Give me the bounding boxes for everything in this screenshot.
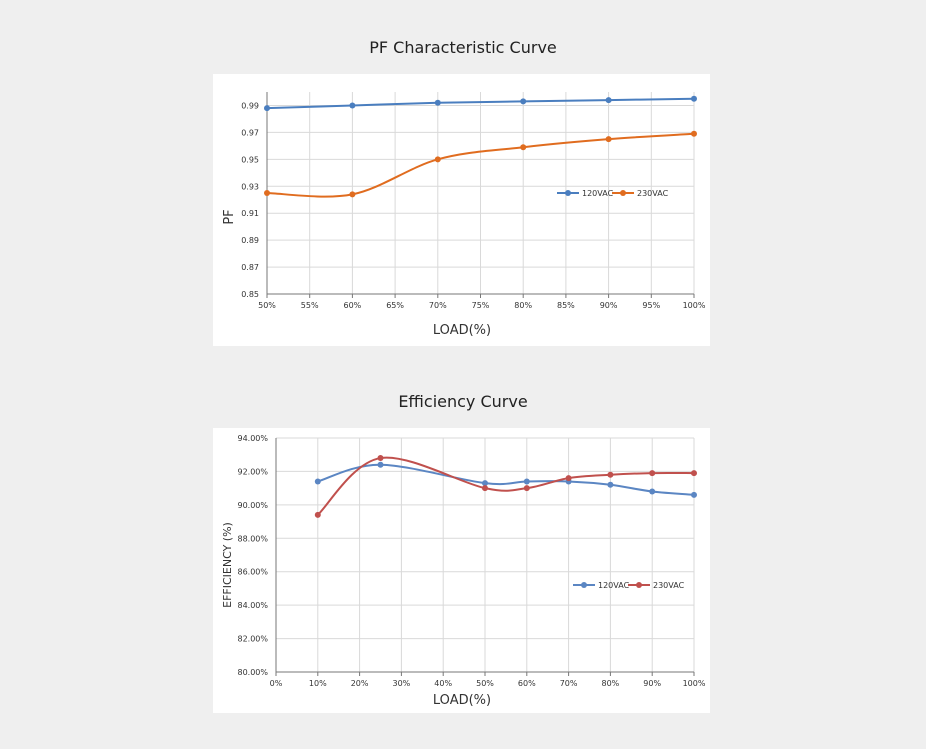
pf-x-tick-label: 65% (386, 301, 404, 310)
eff-x-tick-label: 30% (393, 679, 411, 688)
eff-point-230VAC (377, 455, 384, 462)
eff-point-230VAC (565, 475, 572, 482)
pf-y-tick-label: 0.87 (241, 263, 259, 272)
pf-x-tick-label: 60% (344, 301, 362, 310)
eff-legend-marker-230VAC (636, 582, 642, 588)
eff-point-230VAC (691, 470, 697, 477)
efficiency-chart-panel: 80.00% 82.00% 84.00% 86.00% 88.00% 90.00% 92.0… (213, 428, 710, 713)
eff-point-120VAC (482, 480, 488, 487)
eff-y-axis-label: EFFICIENCY (%) (221, 522, 234, 608)
eff-y-tick-label: 94.00% (237, 434, 268, 443)
eff-x-tick-label: 0% (270, 679, 283, 688)
eff-point-120VAC (523, 478, 530, 485)
pf-x-tick-label: 55% (301, 301, 319, 310)
pf-chart-svg: 0.85 0.87 0.89 0.91 0.93 0.95 0.97 0.99 50% 55% 60… (222, 92, 706, 338)
pf-point-120VAC (349, 102, 356, 109)
eff-x-tick-label: 50% (476, 679, 494, 688)
pf-x-tick-label: 80% (514, 301, 532, 310)
eff-point-120VAC (314, 478, 321, 485)
eff-y-tick-label: 82.00% (237, 635, 268, 644)
pf-point-230VAC (520, 144, 527, 151)
eff-point-230VAC (482, 485, 488, 492)
pf-point-120VAC (434, 99, 441, 106)
eff-y-tick-label: 86.00% (237, 568, 268, 577)
pf-x-tick-label: 100% (683, 301, 706, 310)
eff-y-tick-label: 84.00% (237, 601, 268, 610)
pf-point-120VAC (691, 95, 697, 102)
pf-x-tick-label: 85% (557, 301, 575, 310)
pf-x-tick-label: 50% (258, 301, 276, 310)
eff-legend-label-230VAC: 230VAC (653, 581, 685, 590)
eff-x-tick-label: 20% (351, 679, 369, 688)
pf-point-120VAC (264, 105, 270, 112)
pf-point-120VAC (520, 98, 527, 105)
pf-y-tick-label: 0.93 (241, 182, 259, 191)
pf-series-line-120VAC (266, 97, 695, 110)
eff-x-tick-label: 10% (309, 679, 327, 688)
pf-x-axis-label: LOAD(%) (433, 323, 491, 338)
pf-y-tick-label: 0.95 (241, 155, 259, 164)
pf-point-230VAC (264, 190, 270, 196)
eff-series-line-230VAC (317, 456, 695, 516)
pf-y-tick-label: 0.99 (241, 101, 259, 110)
pf-point-230VAC (434, 156, 441, 163)
pf-point-230VAC (349, 191, 356, 198)
pf-legend-marker-230VAC (620, 190, 626, 196)
pf-legend-label-120VAC: 120VAC (582, 189, 614, 198)
eff-x-tick-label: 40% (434, 679, 452, 688)
eff-y-tick-label: 92.00% (237, 467, 268, 476)
pf-point-120VAC (605, 97, 612, 104)
pf-y-tick-label: 0.85 (241, 290, 259, 299)
eff-point-230VAC (314, 511, 321, 518)
pf-point-230VAC (691, 130, 697, 137)
eff-point-120VAC (377, 461, 384, 468)
pf-y-axis-label: PF (222, 209, 237, 224)
pf-x-tick-label: 90% (600, 301, 618, 310)
pf-x-tick-label: 70% (429, 301, 447, 310)
eff-legend-label-120VAC: 120VAC (598, 581, 630, 590)
eff-x-tick-label: 70% (560, 679, 578, 688)
eff-x-tick-label: 80% (602, 679, 620, 688)
eff-y-tick-label: 80.00% (237, 668, 268, 677)
pf-legend-label-230VAC: 230VAC (637, 189, 669, 198)
pf-legend-marker-120VAC (565, 190, 571, 196)
pf-point-230VAC (605, 136, 612, 143)
eff-x-tick-label: 100% (683, 679, 706, 688)
pf-y-tick-label: 0.97 (241, 128, 259, 137)
eff-y-tick-label: 88.00% (237, 534, 268, 543)
eff-x-tick-label: 90% (643, 679, 661, 688)
eff-point-120VAC (607, 481, 614, 488)
pf-series-line-230VAC (266, 132, 695, 198)
efficiency-chart-svg: 80.00% 82.00% 84.00% 86.00% 88.00% 90.00% 92.0… (221, 434, 706, 708)
eff-y-tick-label: 90.00% (237, 501, 268, 510)
eff-legend-marker-120VAC (581, 582, 587, 588)
pf-y-tick-label: 0.89 (241, 236, 259, 245)
eff-point-120VAC (649, 488, 656, 495)
pf-y-tick-label: 0.91 (241, 209, 259, 218)
pf-x-tick-label: 75% (472, 301, 490, 310)
efficiency-chart-title: Efficiency Curve (398, 392, 528, 411)
eff-x-tick-label: 60% (518, 679, 536, 688)
eff-point-230VAC (649, 470, 656, 477)
eff-point-120VAC (691, 491, 697, 498)
pf-chart-title: PF Characteristic Curve (369, 38, 557, 57)
eff-x-axis-label: LOAD(%) (433, 693, 491, 708)
eff-point-230VAC (607, 471, 614, 478)
pf-chart-panel: 0.85 0.87 0.89 0.91 0.93 0.95 0.97 0.99 50% 55% 60… (213, 74, 710, 346)
pf-x-tick-label: 95% (642, 301, 660, 310)
eff-point-230VAC (523, 485, 530, 492)
